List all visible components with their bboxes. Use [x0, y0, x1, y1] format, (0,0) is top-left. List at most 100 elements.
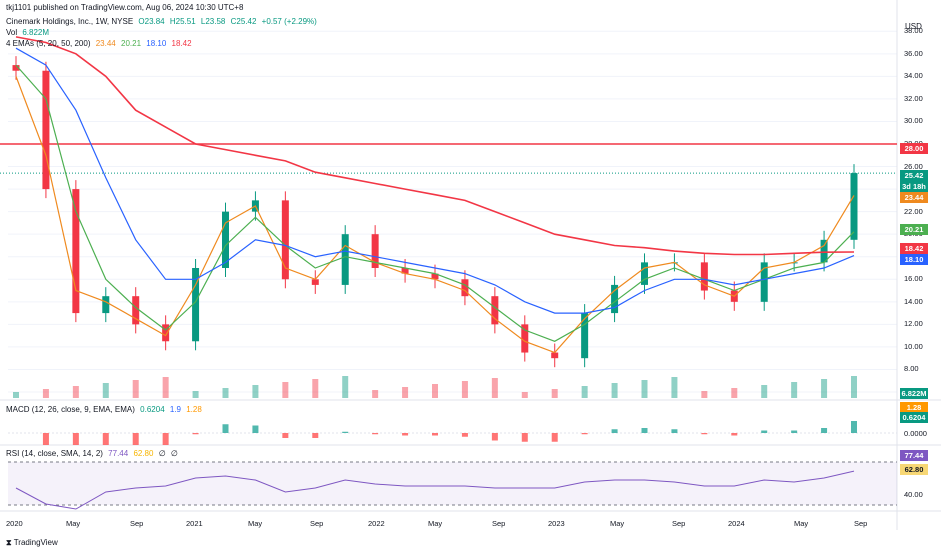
open-value: O23.84: [138, 17, 165, 26]
low-value: L23.58: [200, 17, 226, 26]
price-tag: 23.44: [900, 192, 928, 203]
macd-bar: [432, 433, 438, 436]
macd-bar: [312, 433, 319, 438]
macd-bar: [342, 431, 349, 433]
macd-bar: [521, 433, 528, 442]
candle-body: [341, 234, 349, 285]
ema50-value: 18.10: [146, 39, 167, 48]
close-value: C25.42: [230, 17, 257, 26]
volume-value: 6.822M: [22, 28, 50, 37]
ema200-line: [15, 36, 855, 256]
macd-bar: [162, 433, 169, 445]
candle-body: [820, 239, 828, 263]
candle-body: [850, 173, 858, 240]
volume-bar: [192, 391, 199, 398]
volume-bar: [222, 388, 229, 398]
price-tag: 18.42: [900, 243, 928, 254]
macd-bar: [282, 433, 289, 438]
candle-body: [72, 189, 80, 314]
volume-bar: [132, 380, 139, 398]
rsi-tag: 62.80: [900, 464, 928, 475]
time-tick: Sep: [310, 519, 324, 528]
candle-body: [611, 284, 619, 314]
volume-bar: [432, 384, 438, 398]
candle-body: [431, 273, 439, 280]
volume-bar: [102, 383, 109, 398]
time-tick: May: [428, 519, 443, 528]
macd-value-2: 1.9: [169, 405, 181, 414]
macd-bar: [491, 433, 498, 441]
ema20-line: [15, 64, 855, 342]
candle-body: [12, 65, 20, 71]
macd-bar: [132, 433, 139, 445]
symbol-name: Cinemark Holdings, Inc., 1W, NYSE: [6, 17, 134, 26]
indicator-tick: 0.0000: [904, 429, 927, 438]
price-tick: 10.00: [904, 341, 923, 351]
volume-bar: [641, 380, 648, 398]
rsi-ma-value: 62.80: [133, 449, 154, 458]
time-tick: 2022: [368, 519, 385, 528]
macd-bar: [611, 429, 618, 433]
ema-line: 4 EMAs (5, 20, 50, 200) 23.44 20.21 18.1…: [6, 39, 195, 49]
macd-bar: [791, 430, 798, 433]
volume-bar: [42, 389, 49, 398]
volume-bar: [402, 387, 409, 398]
macd-label: MACD (12, 26, close, 9, EMA, EMA): [6, 405, 135, 414]
time-tick: May: [794, 519, 809, 528]
time-tick: Sep: [672, 519, 686, 528]
volume-bar: [342, 376, 349, 398]
macd-tag: 1.28: [900, 402, 928, 413]
volume-bar: [791, 382, 798, 398]
volume-bar: [701, 391, 708, 398]
candle-body: [401, 268, 409, 274]
price-tag: 3d 18h: [900, 181, 928, 192]
volume-bar: [162, 377, 169, 398]
candle-body: [42, 70, 50, 190]
volume-bar: [252, 385, 259, 398]
rsi-legend: RSI (14, close, SMA, 14, 2) 77.44 62.80 …: [6, 449, 181, 458]
macd-bar: [551, 433, 558, 442]
price-tick: 38.00: [904, 26, 923, 36]
candle-body: [461, 279, 469, 297]
ema5-value: 23.44: [95, 39, 116, 48]
volume-bar: [731, 388, 738, 398]
candle-body: [491, 296, 499, 325]
macd-bar: [402, 433, 409, 436]
rsi-label: RSI (14, close, SMA, 14, 2): [6, 449, 103, 458]
volume-bar: [611, 383, 618, 398]
ema200-value: 18.42: [171, 39, 192, 48]
price-tag: 28.00: [900, 143, 928, 154]
price-tag: 25.42: [900, 170, 928, 181]
footer-text: TradingView: [13, 538, 58, 547]
macd-bar: [581, 433, 588, 435]
volume-bar: [551, 389, 558, 398]
volume-bar: [282, 382, 289, 398]
indicator-tick: 40.00: [904, 490, 923, 499]
volume-label: Vol: [6, 28, 18, 37]
macd-bar: [731, 433, 738, 436]
candle-body: [311, 279, 319, 285]
macd-bar: [821, 428, 828, 433]
ema-label: 4 EMAs (5, 20, 50, 200): [6, 39, 91, 48]
macd-bar: [372, 433, 379, 435]
rsi-extra-1: ∅: [158, 449, 166, 458]
rsi-line: [15, 470, 855, 510]
time-tick: Sep: [492, 519, 506, 528]
rsi-band: [8, 462, 897, 505]
macd-bar: [701, 433, 708, 435]
macd-bar: [641, 428, 648, 433]
candle-body: [281, 200, 289, 280]
time-tick: May: [248, 519, 263, 528]
price-tag: 18.10: [900, 254, 928, 265]
volume-line: Vol 6.822M: [6, 28, 52, 38]
volume-bar: [521, 392, 528, 398]
price-tick: 34.00: [904, 71, 923, 81]
volume-bar: [13, 392, 19, 398]
time-tick: May: [66, 519, 81, 528]
currency-label[interactable]: USD: [905, 22, 922, 31]
tradingview-logo[interactable]: ⧗ TradingView: [6, 538, 58, 548]
macd-tag: 0.6204: [900, 412, 928, 423]
price-tick: 32.00: [904, 93, 923, 103]
ema5-line: [15, 76, 855, 354]
